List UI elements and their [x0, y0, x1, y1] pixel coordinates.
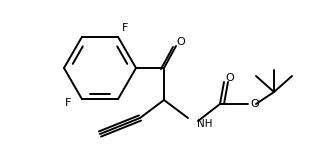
Text: F: F: [122, 23, 128, 33]
Text: F: F: [65, 98, 71, 108]
Text: O: O: [226, 73, 234, 83]
Text: O: O: [251, 99, 260, 109]
Text: O: O: [177, 37, 185, 47]
Text: NH: NH: [197, 119, 213, 129]
